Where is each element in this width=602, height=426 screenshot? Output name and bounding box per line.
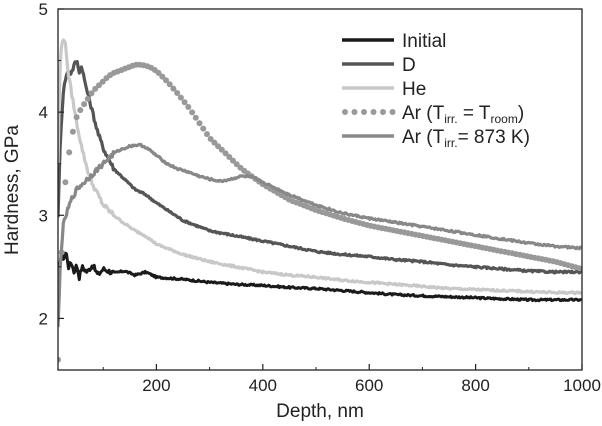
legend-swatch-ar-room: [380, 109, 386, 115]
legend-label-initial: Initial: [402, 31, 446, 52]
legend-swatch-ar-room: [389, 109, 396, 115]
ticks-layer: 200 400 600 800 1000 2 3 4 5: [39, 0, 601, 395]
series-point: [226, 154, 233, 160]
series-point: [77, 107, 84, 114]
series-point: [155, 69, 162, 76]
series-point: [58, 356, 61, 363]
series-point: [177, 94, 184, 101]
x-tick-label-600: 600: [355, 376, 383, 395]
series-point: [215, 143, 222, 150]
series-he: [58, 38, 582, 296]
series-point: [181, 99, 188, 106]
legend-label-d: D: [402, 55, 416, 76]
series-point: [99, 78, 106, 85]
legend-label-he: He: [402, 79, 426, 100]
series-point: [62, 179, 69, 186]
series-point: [196, 120, 203, 127]
series-point: [230, 157, 236, 164]
series-point: [88, 90, 95, 97]
x-axis-title: Depth, nm: [276, 401, 364, 422]
legend-label-ar-873: Ar (Tirr.= 873 K): [402, 127, 530, 150]
series-ar-tirr-873-k: [58, 142, 582, 328]
series-ar-tirr-troom: [58, 61, 582, 363]
y-axis-title: Hardness, GPa: [2, 125, 23, 255]
series-layer: [58, 38, 582, 363]
series-point: [159, 73, 166, 80]
y-tick-label-3: 3: [39, 206, 48, 225]
legend-swatch-ar-room: [361, 109, 367, 115]
series-point: [211, 139, 218, 146]
series-point: [170, 85, 177, 92]
series-point: [222, 150, 229, 157]
series-point: [69, 128, 76, 135]
series-point: [73, 114, 80, 121]
legend: Initial D He Ar (Tirr. = Troom)Ar (Tirr.= 8…: [342, 31, 530, 150]
plot-frame: [57, 8, 583, 371]
series-point: [81, 101, 88, 108]
series-point: [84, 95, 91, 102]
series-point: [189, 109, 196, 116]
series-point: [92, 85, 99, 92]
series-initial: [58, 251, 582, 303]
y-tick-label-5: 5: [39, 0, 48, 19]
legend-swatch-ar-room: [351, 109, 358, 115]
series-point: [233, 161, 240, 168]
series-point: [185, 104, 192, 110]
series-point: [218, 146, 225, 153]
series-point: [163, 77, 169, 84]
series-point: [166, 81, 173, 88]
legend-swatch-ar-room: [370, 109, 377, 115]
series-point: [576, 265, 582, 272]
legend-swatch-ar-room: [342, 109, 348, 115]
y-tick-label-2: 2: [39, 309, 48, 328]
legend-label-ar-room: Ar (Tirr. = Troom): [402, 103, 524, 126]
series-point: [192, 114, 199, 121]
x-tick-label-200: 200: [142, 376, 170, 395]
series-point: [96, 82, 102, 89]
series-d: [58, 59, 582, 275]
x-tick-label-1000: 1000: [563, 376, 601, 395]
x-tick-label-800: 800: [461, 376, 489, 395]
series-point: [200, 125, 207, 132]
x-tick-label-400: 400: [249, 376, 277, 395]
series-point: [207, 136, 214, 142]
y-tick-label-4: 4: [39, 103, 48, 122]
series-point: [66, 149, 73, 156]
series-point: [204, 131, 210, 138]
series-point: [174, 90, 181, 96]
